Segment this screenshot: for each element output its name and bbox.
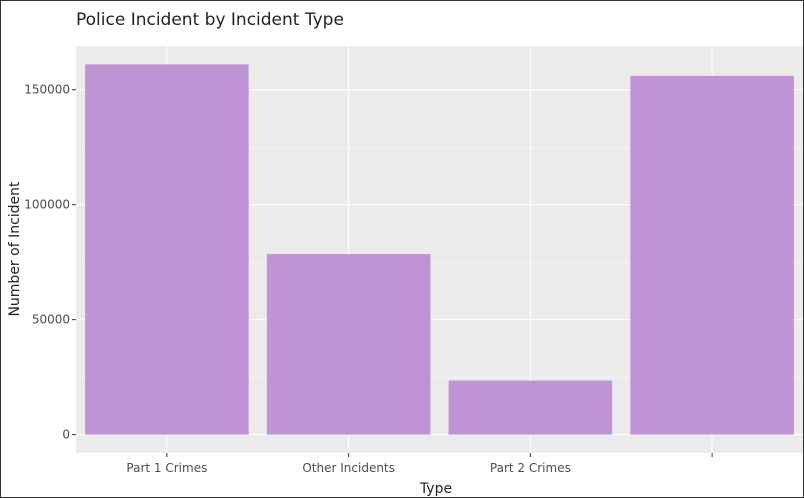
chart-title: Police Incident by Incident Type <box>76 10 344 30</box>
bar <box>630 75 794 435</box>
y-tick-label: 50000 <box>32 313 70 327</box>
bar <box>266 254 431 435</box>
y-tick-label: 150000 <box>24 83 70 97</box>
bar <box>85 64 249 435</box>
y-tick-label: 100000 <box>24 198 70 212</box>
x-tick-label: Part 1 Crimes <box>126 461 207 475</box>
y-axis-title: Number of Incident <box>7 181 23 317</box>
y-tick-label: 0 <box>62 428 70 442</box>
x-axis-ticks: Part 1 Crimes Other Incidents Part 2 Crime… <box>126 453 713 475</box>
bar <box>448 380 613 435</box>
x-axis-title: Type <box>419 481 452 497</box>
x-tick-label: Other Incidents <box>302 461 395 475</box>
bars <box>85 64 794 435</box>
x-tick-label: Part 2 Crimes <box>490 461 571 475</box>
y-axis-ticks: 0 50000 100000 150000 <box>24 83 76 442</box>
